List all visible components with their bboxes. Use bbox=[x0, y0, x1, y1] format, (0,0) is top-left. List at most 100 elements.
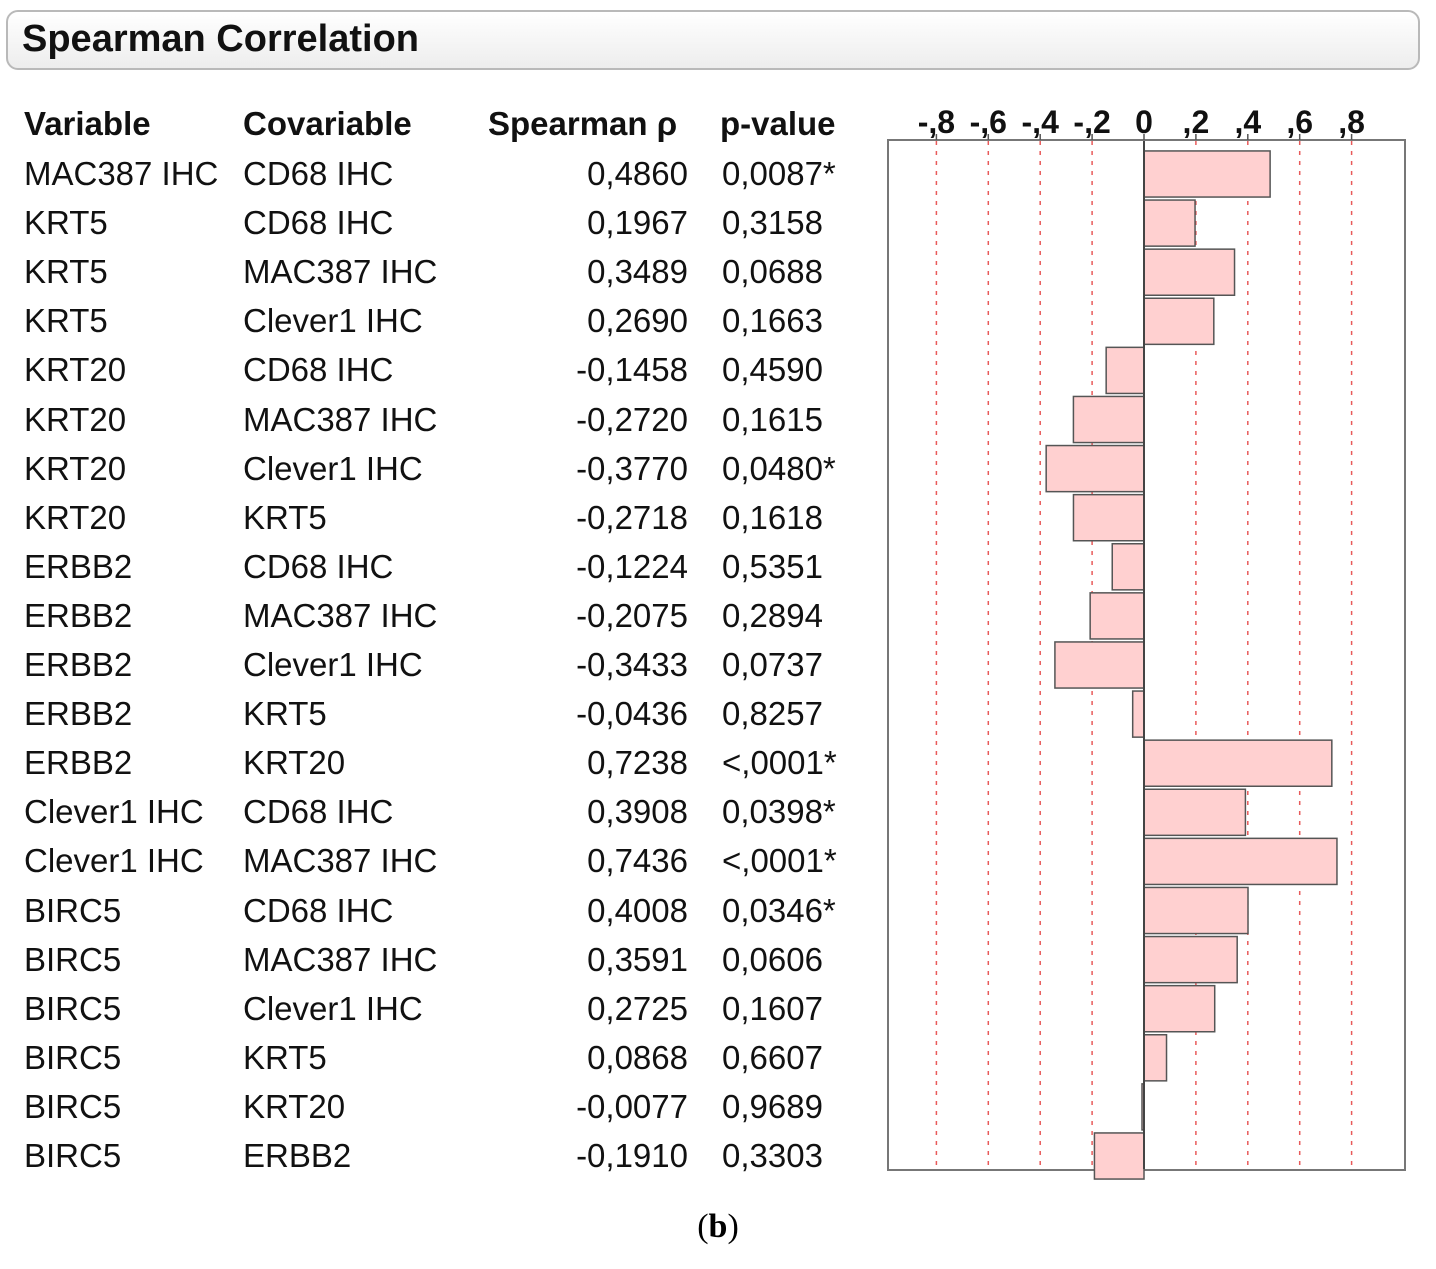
cell-p-value: <,0001* bbox=[722, 842, 837, 880]
cell-variable: BIRC5 bbox=[24, 1087, 122, 1125]
bar bbox=[1143, 248, 1236, 296]
cell-spearman-rho: 0,3908 bbox=[587, 793, 688, 831]
column-header-covariable: Covariable bbox=[243, 105, 412, 142]
report-header: Spearman Correlation bbox=[6, 10, 1420, 70]
cell-variable: KRT20 bbox=[24, 449, 127, 487]
bar bbox=[1143, 837, 1338, 886]
cell-variable: ERBB2 bbox=[24, 547, 133, 585]
cell-covariable: MAC387 IHC bbox=[243, 842, 438, 880]
cell-p-value: 0,9689 bbox=[722, 1087, 823, 1125]
cell-variable: BIRC5 bbox=[24, 989, 122, 1027]
cell-spearman-rho: -0,1458 bbox=[576, 351, 688, 389]
cell-covariable: Clever1 IHC bbox=[243, 646, 423, 683]
cell-p-value: 0,3303 bbox=[722, 1137, 823, 1174]
cell-covariable: KRT5 bbox=[243, 498, 327, 536]
cell-covariable: Clever1 IHC bbox=[243, 449, 423, 487]
cell-spearman-rho: -0,3770 bbox=[576, 449, 688, 487]
figure-caption: (b) bbox=[0, 1208, 1436, 1246]
bar bbox=[1131, 690, 1145, 738]
cell-spearman-rho: -0,0436 bbox=[576, 695, 688, 733]
cell-covariable: ERBB2 bbox=[243, 1137, 352, 1174]
cell-variable: ERBB2 bbox=[24, 596, 133, 634]
caption-letter: b bbox=[708, 1208, 728, 1245]
cell-covariable: MAC387 IHC bbox=[243, 940, 438, 978]
cell-spearman-rho: 0,2725 bbox=[587, 989, 688, 1027]
cell-spearman-rho: -0,1910 bbox=[576, 1137, 688, 1174]
bar bbox=[1143, 199, 1196, 247]
cell-p-value: 0,0606 bbox=[722, 940, 823, 978]
bar bbox=[1143, 788, 1247, 837]
report-title: Spearman Correlation bbox=[22, 18, 419, 60]
bar bbox=[1072, 493, 1145, 542]
cell-p-value: 0,5351 bbox=[722, 547, 823, 585]
bar bbox=[1143, 297, 1215, 346]
cell-p-value: 0,1618 bbox=[722, 498, 823, 536]
cell-variable: BIRC5 bbox=[24, 1137, 122, 1174]
column-header-spearman: Spearman ρ bbox=[488, 105, 678, 142]
cell-variable: ERBB2 bbox=[24, 744, 133, 782]
cell-spearman-rho: 0,7238 bbox=[587, 744, 688, 782]
cell-variable: MAC387 IHC bbox=[24, 155, 219, 192]
cell-variable: KRT20 bbox=[24, 400, 127, 438]
cell-variable: BIRC5 bbox=[24, 1038, 122, 1076]
bar bbox=[1105, 346, 1145, 395]
bar bbox=[1054, 641, 1145, 689]
cell-variable: KRT5 bbox=[24, 204, 108, 242]
cell-p-value: 0,1615 bbox=[722, 400, 823, 438]
cell-covariable: MAC387 IHC bbox=[243, 400, 438, 438]
cell-variable: BIRC5 bbox=[24, 891, 122, 929]
cell-spearman-rho: 0,3489 bbox=[587, 253, 688, 291]
cell-covariable: CD68 IHC bbox=[243, 155, 394, 192]
column-header-pvalue: p-value bbox=[720, 105, 836, 142]
cell-variable: ERBB2 bbox=[24, 646, 133, 683]
cell-variable: KRT5 bbox=[24, 253, 108, 291]
cell-variable: KRT20 bbox=[24, 351, 127, 389]
cell-spearman-rho: 0,2690 bbox=[587, 302, 688, 340]
cell-variable: Clever1 IHC bbox=[24, 842, 204, 880]
cell-covariable: KRT5 bbox=[243, 1038, 327, 1076]
cell-covariable: KRT20 bbox=[243, 744, 346, 782]
cell-p-value: 0,8257 bbox=[722, 695, 823, 733]
cell-spearman-rho: -0,3433 bbox=[576, 646, 688, 683]
tick-label: 0 bbox=[1135, 104, 1153, 140]
cell-p-value: 0,0737 bbox=[722, 646, 823, 683]
cell-variable: BIRC5 bbox=[24, 940, 122, 978]
bar bbox=[1143, 1034, 1168, 1082]
cell-covariable: CD68 IHC bbox=[243, 351, 394, 389]
cell-spearman-rho: 0,1967 bbox=[587, 204, 688, 242]
cell-spearman-rho: 0,4860 bbox=[587, 155, 688, 192]
cell-spearman-rho: -0,1224 bbox=[576, 547, 688, 585]
cell-covariable: CD68 IHC bbox=[243, 793, 394, 831]
cell-variable: ERBB2 bbox=[24, 695, 133, 733]
cell-p-value: 0,0346* bbox=[722, 891, 836, 929]
cell-spearman-rho: -0,0077 bbox=[576, 1087, 688, 1125]
cell-p-value: 0,1607 bbox=[722, 989, 823, 1027]
caption-open: ( bbox=[697, 1208, 709, 1245]
cell-spearman-rho: 0,4008 bbox=[587, 891, 688, 929]
bar bbox=[1143, 739, 1333, 788]
bar bbox=[1089, 592, 1145, 640]
column-header-variable: Variable bbox=[24, 105, 151, 142]
cell-covariable: MAC387 IHC bbox=[243, 253, 438, 291]
cell-p-value: 0,0688 bbox=[722, 253, 823, 291]
bar bbox=[1143, 150, 1271, 198]
cell-spearman-rho: 0,0868 bbox=[587, 1038, 688, 1076]
cell-covariable: CD68 IHC bbox=[243, 547, 394, 585]
cell-p-value: <,0001* bbox=[722, 744, 837, 782]
cell-spearman-rho: 0,3591 bbox=[587, 940, 688, 978]
cell-covariable: KRT20 bbox=[243, 1087, 346, 1125]
cell-p-value: 0,3158 bbox=[722, 204, 823, 242]
bar bbox=[1093, 1132, 1145, 1180]
cell-p-value: 0,0480* bbox=[722, 449, 836, 487]
cell-covariable: KRT5 bbox=[243, 695, 327, 733]
bar bbox=[1072, 395, 1145, 444]
cell-p-value: 0,6607 bbox=[722, 1038, 823, 1076]
bar bbox=[1143, 886, 1249, 935]
bar bbox=[1143, 984, 1216, 1033]
bar bbox=[1143, 935, 1238, 984]
cell-covariable: CD68 IHC bbox=[243, 891, 394, 929]
cell-covariable: MAC387 IHC bbox=[243, 596, 438, 634]
cell-spearman-rho: -0,2720 bbox=[576, 400, 688, 438]
cell-variable: KRT5 bbox=[24, 302, 108, 340]
